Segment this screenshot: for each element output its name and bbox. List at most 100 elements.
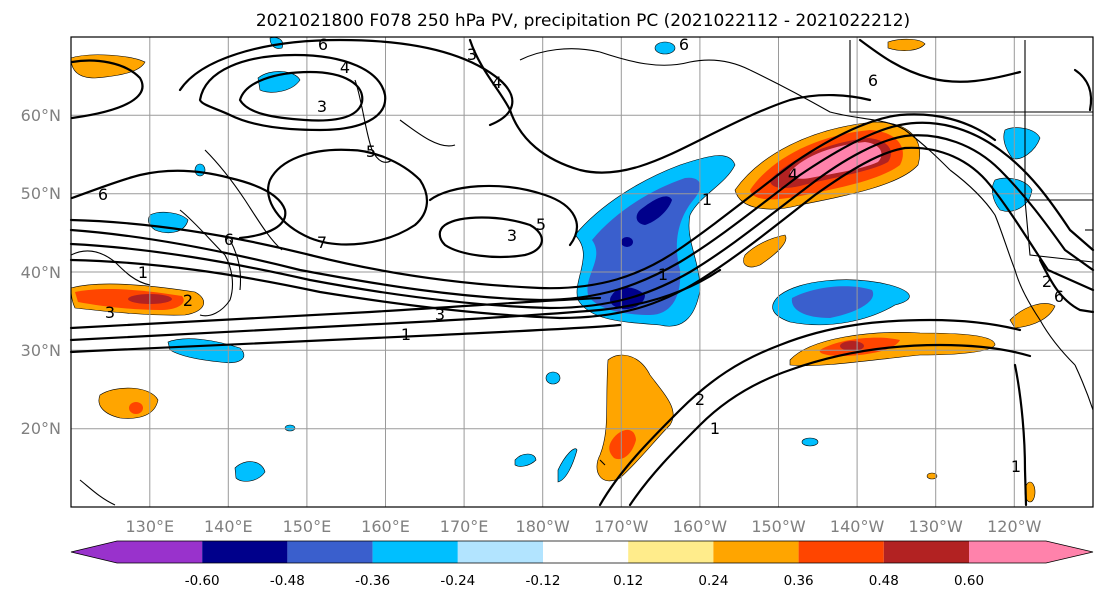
map-shape — [468, 38, 872, 174]
pv-contour-label: 4 — [340, 58, 350, 77]
map-shape — [621, 237, 633, 247]
map-shape — [69, 296, 602, 330]
colorbar-tick-label: 0.60 — [954, 573, 984, 589]
map-shape — [628, 343, 1032, 507]
pv-contour-label: 3 — [507, 226, 517, 245]
pv-contour-label: 1 — [710, 419, 720, 438]
lon-tick-label: 140°E — [204, 517, 253, 536]
pv-contour-label: 6 — [868, 71, 878, 90]
map-shape — [198, 53, 387, 132]
colorbar-segment — [287, 541, 373, 563]
colorbar-segment — [969, 541, 1046, 563]
colorbar-tick-label: -0.12 — [526, 573, 561, 589]
lon-tick-label: 130°E — [125, 517, 174, 536]
pv-contour-label: 5 — [366, 142, 376, 161]
precip-positive-subtropical — [789, 332, 996, 366]
pv-contour-labels: 6 3 6 4 4 3 5 6 1 6 7 3 5 4 1 6 2 3 3 1 … — [98, 35, 1064, 476]
map-shape — [636, 196, 672, 225]
colorbar-tick-label: 0.36 — [784, 573, 814, 589]
map-shape — [438, 216, 543, 259]
latitude-tick-labels: 60°N 50°N 40°N 30°N 20°N — [21, 106, 61, 438]
pv-contour-label: 3 — [105, 303, 115, 322]
colorbar-tick-label: -0.24 — [440, 573, 475, 589]
lat-tick-label: 20°N — [21, 419, 61, 438]
colorbar-tick-label: 0.24 — [698, 573, 728, 589]
map-shape — [98, 387, 159, 419]
pv-contour-label: 6 — [1054, 287, 1064, 306]
map-shape — [70, 59, 144, 120]
pv-contour-label: 1 — [138, 263, 148, 282]
lat-tick-label: 60°N — [21, 106, 61, 125]
pv-contour-label: 1 — [658, 265, 668, 284]
map-shape — [204, 149, 283, 251]
map-shape — [69, 268, 722, 342]
map-shape — [743, 234, 787, 268]
map-shape — [267, 148, 428, 246]
colorbar-outline — [70, 540, 1094, 564]
map-shape — [399, 119, 456, 147]
map-shape — [599, 51, 751, 71]
map-panel: 6 3 6 4 4 3 5 6 1 6 7 3 5 4 1 6 2 3 3 1 … — [69, 35, 1095, 508]
colorbar-segment — [457, 541, 543, 563]
pv-contour-label: 6 — [318, 35, 328, 54]
map-shape — [178, 38, 514, 127]
pv-contour-label: 1 — [702, 190, 712, 209]
map-shape — [229, 239, 242, 291]
pv-contour-label: 4 — [788, 165, 798, 184]
map-shape — [1073, 68, 1093, 112]
lon-tick-label: 150°E — [283, 517, 332, 536]
colorbar-tick-label: -0.48 — [270, 573, 305, 589]
pv-contour-label: 6 — [98, 185, 108, 204]
map-shape — [609, 429, 636, 460]
map-shape — [801, 437, 819, 447]
colorbar-segment — [117, 541, 203, 563]
map-shape — [858, 38, 1022, 83]
map-shape — [284, 424, 296, 432]
map-shape — [599, 459, 606, 466]
map-shape — [514, 453, 537, 467]
pv-contour-label: 2 — [183, 291, 193, 310]
map-shape — [354, 79, 393, 163]
lon-tick-label: 150°W — [751, 517, 806, 536]
map-shape — [545, 371, 561, 385]
map-shape — [234, 461, 266, 482]
pv-contour-label: 4 — [492, 73, 502, 92]
colorbar-segment — [883, 541, 969, 563]
colorbar-tick-label: 0.12 — [613, 573, 643, 589]
longitude-tick-labels: 130°E 140°E 150°E 160°E 170°E 180°W 170°… — [125, 517, 1041, 536]
pv-contour-label: 7 — [317, 233, 327, 252]
map-shape — [519, 48, 601, 61]
map-shape — [790, 142, 882, 179]
colorbar-segment — [713, 541, 799, 563]
map-shape — [1024, 40, 1094, 263]
pv-contour-label: 2 — [695, 390, 705, 409]
colorbar-segment — [798, 541, 884, 563]
map-shape — [654, 41, 676, 55]
pv-contour-label: 2 — [1042, 272, 1052, 291]
pv-contour-label: 3 — [467, 45, 477, 64]
figure-title: 2021021800 F078 250 hPa PV, precipitatio… — [256, 11, 910, 31]
map-shape — [69, 146, 1095, 320]
map-shape — [1038, 258, 1095, 314]
colorbar-segment — [628, 541, 714, 563]
lon-tick-label: 160°W — [673, 517, 728, 536]
map-shape — [1074, 364, 1094, 411]
lon-tick-label: 170°E — [440, 517, 489, 536]
map-shape — [1003, 127, 1041, 160]
colorbar-segment — [543, 541, 629, 563]
pv-contour-label: 1 — [401, 325, 411, 344]
map-shape — [840, 341, 864, 351]
map-shape — [428, 184, 578, 247]
pv-contour-label: 6 — [224, 230, 234, 249]
map-shape — [598, 318, 1022, 507]
map-shape — [887, 38, 926, 51]
map-shape — [69, 134, 1095, 310]
map-shape — [179, 209, 234, 317]
map-shape — [79, 479, 116, 506]
map-shape — [1009, 303, 1056, 329]
map-shape — [557, 448, 578, 483]
pv-contour-label: 3 — [317, 97, 327, 116]
pv-contour-label: 6 — [679, 35, 689, 54]
map-frame — [70, 36, 1094, 508]
